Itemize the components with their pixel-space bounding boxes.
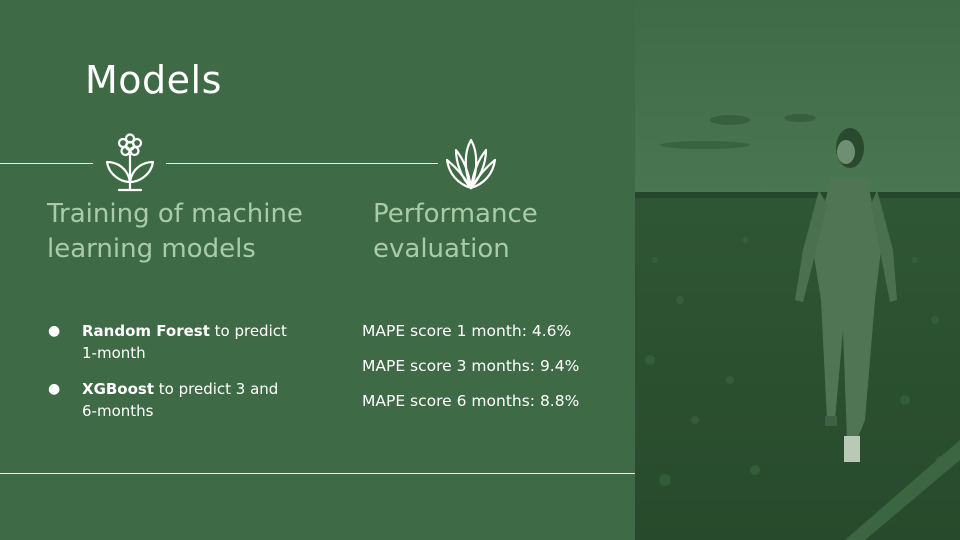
bullet-text-continuation: 6-months xyxy=(82,402,154,420)
plant-sprout-icon xyxy=(444,136,498,192)
bullet-text: to predict 3 and xyxy=(154,380,279,398)
metric-item: MAPE score 3 months: 9.4% xyxy=(362,357,580,375)
flower-icon xyxy=(103,132,157,192)
divider-line-bottom xyxy=(0,473,960,474)
metric-item: MAPE score 1 month: 4.6% xyxy=(362,322,572,340)
metric-item: MAPE score 6 months: 8.8% xyxy=(362,392,580,410)
content-panel xyxy=(0,0,635,540)
column-heading-training: Training of machine learning models xyxy=(47,197,347,267)
model-bullet-list: ● Random Forest to predict 1-month ● XGB… xyxy=(48,320,318,436)
slide-title: Models xyxy=(85,58,222,102)
farmer-field-photo xyxy=(635,0,960,540)
bullet-icon: ● xyxy=(48,323,61,339)
model-name: XGBoost xyxy=(82,380,155,398)
bullet-icon: ● xyxy=(48,381,61,397)
divider-line-left xyxy=(0,163,93,164)
list-item: ● Random Forest to predict 1-month xyxy=(48,320,318,364)
column-heading-line: evaluation xyxy=(373,234,510,264)
column-heading-line: Training of machine xyxy=(47,199,303,229)
bullet-text: to predict xyxy=(209,322,287,340)
bullet-text-continuation: 1-month xyxy=(82,344,146,362)
model-name: Random Forest xyxy=(82,322,210,340)
mape-metrics-list: MAPE score 1 month: 4.6% MAPE score 3 mo… xyxy=(362,320,579,425)
list-item: ● XGBoost to predict 3 and 6-months xyxy=(48,378,318,422)
column-heading-line: Performance xyxy=(373,199,538,229)
column-heading-performance: Performance evaluation xyxy=(373,197,613,267)
column-heading-line: learning models xyxy=(47,234,256,264)
divider-line-middle xyxy=(166,163,438,164)
